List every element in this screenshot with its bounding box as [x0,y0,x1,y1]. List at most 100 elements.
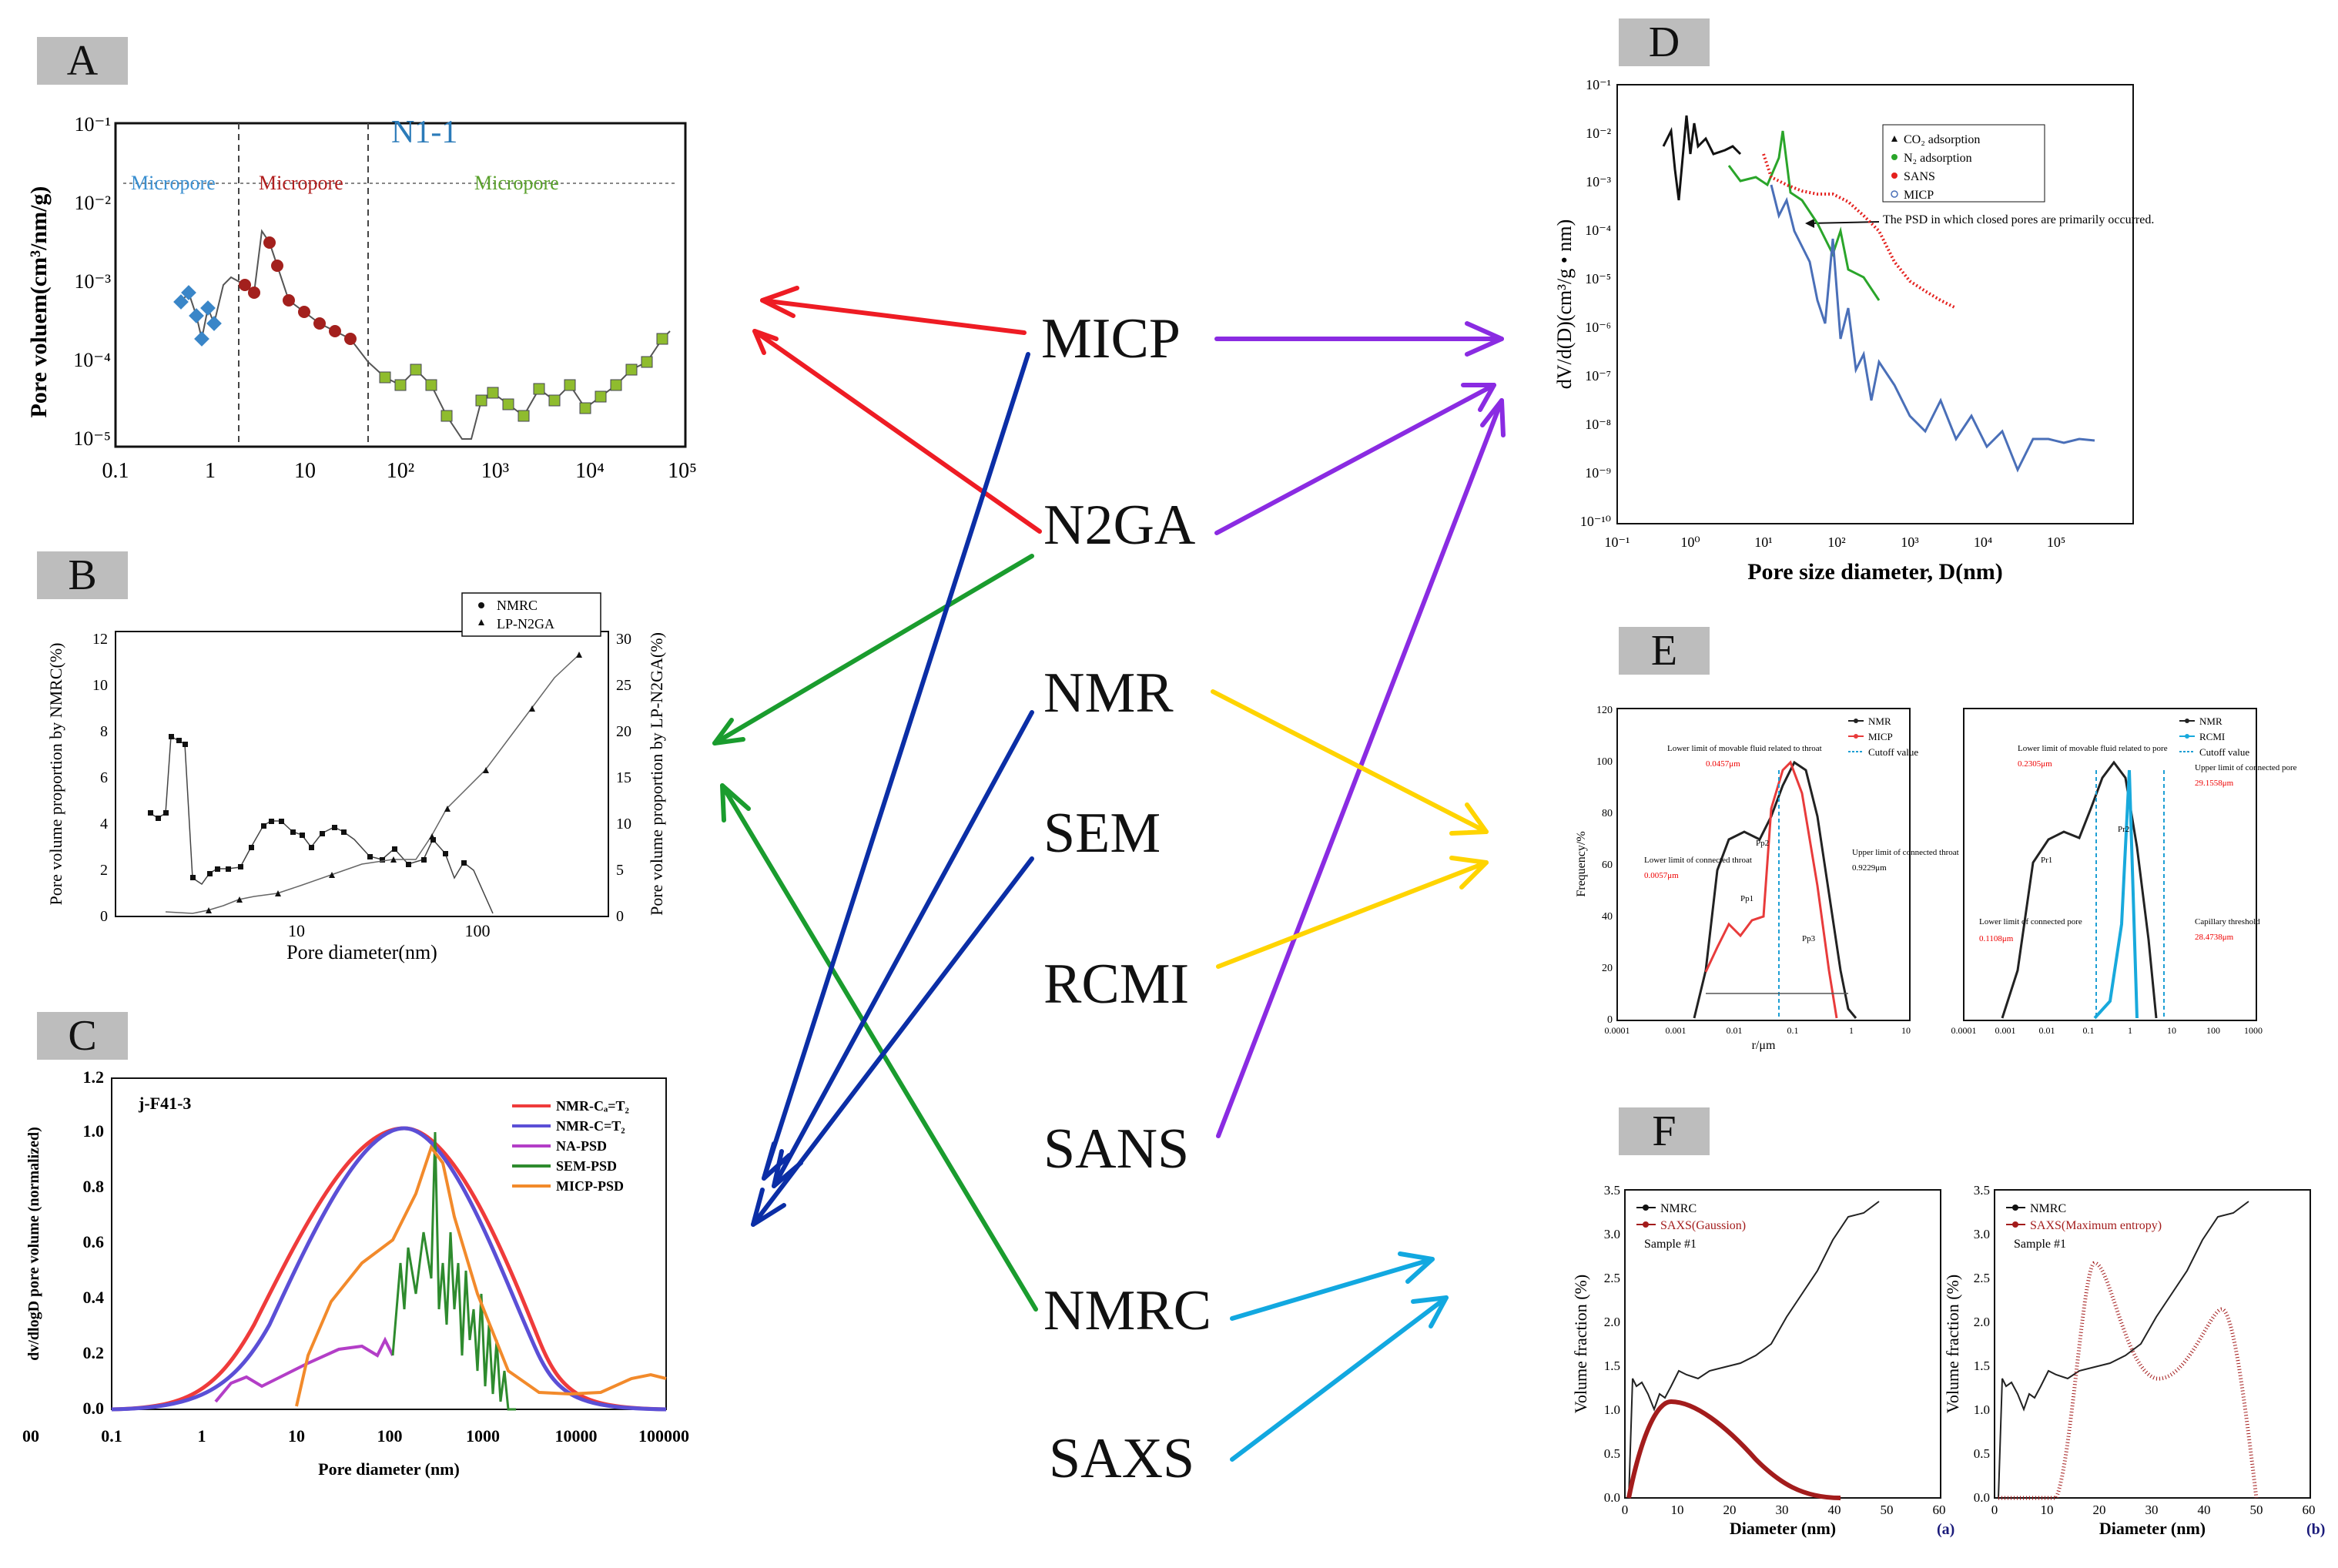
panel-f-right-saxs [1998,1261,2259,1500]
panel-d-n2-curve [1727,130,1881,301]
panel-a-ytick: 10⁻⁴ [73,349,111,371]
panel-e-right-ann-4: Capillary threshold [2195,917,2260,926]
panel-b-ytick-right: 20 [616,723,631,740]
panel-f-left-xtick: 10 [1671,1503,1684,1517]
panel-e-xlabel: r/μm [1752,1039,1776,1052]
panel-c-tag: C [37,1012,128,1060]
panel-f-left-ytick: 1.0 [1604,1402,1620,1417]
panel-f-left-xtick: 40 [1828,1503,1841,1517]
arrow-nmr-to-e [1211,689,1489,836]
panel-e-left-legend-3: Cutoff value [1868,746,1918,758]
panel-d-co2-curve [1662,115,1742,201]
panel-e-ytick: 20 [1602,963,1613,974]
panel-b-ytick-left: 2 [100,862,108,879]
panel-c-xtick: 1 [198,1426,206,1446]
panel-f-left-legend-1: NMRC [1660,1202,1697,1215]
panel-e-left-legend-1: NMR [1868,715,1891,727]
panel-d-xtick: 10² [1827,534,1845,550]
panel-b-ytick-right: 15 [616,769,631,786]
panel-b-ytick-right: 25 [616,677,631,694]
panel-e-xtick: 10 [1901,1025,1911,1036]
panel-a-region-2: Micropore [259,172,343,194]
panel-b-chart: Pore volume proportion by NMRC(%) Pore v… [46,592,666,963]
arrow-sem-to-c [751,856,1034,1227]
panel-a-xtick: 10⁵ [668,459,697,483]
arrow-saxs-to-f [1230,1295,1449,1462]
panel-b-xtick: 10 [288,921,305,940]
panel-e-left-region-1: Pp1 [1740,894,1754,903]
panel-e-left-legend-2: MICP [1868,731,1893,742]
panel-c-ytick: 0.2 [83,1343,105,1362]
panel-e-left-region-2: Pp2 [1756,839,1769,848]
panel-e-right-xtick: 10 [2167,1025,2176,1036]
panel-e-left-micp [1704,760,1838,1019]
panel-e-right-xtick: 100 [2206,1025,2220,1036]
panel-f-right-ytick: 3.5 [1974,1183,1990,1198]
panel-f-left-ytick: 1.5 [1604,1359,1620,1373]
panel-a-sample: N1-1 [391,115,457,150]
panel-b-nmrc-markers [148,734,467,880]
panel-f-tag: F [1619,1107,1710,1155]
panel-e-xtick: 0.001 [1666,1025,1687,1036]
panel-c-ytick: 0.4 [83,1288,105,1307]
connection-arrows [712,286,1506,1462]
arrow-n2ga-to-d [1214,383,1496,535]
panel-d-legend [1882,124,2045,203]
panel-f-left-xtick: 20 [1723,1503,1737,1517]
method-n2ga: N2GA [1043,494,1196,557]
panel-e-right-legend-3: Cutoff value [2199,746,2249,758]
panel-c-ytick: 0.6 [83,1232,105,1251]
panel-b-ytick-right: 5 [616,862,624,879]
panel-e-right-legend-2: RCMI [2199,731,2225,742]
panel-a-xtick: 10² [387,459,414,483]
panel-f-left-legend-2: SAXS(Gaussion) [1660,1219,1746,1232]
panel-c-nmr-c-curve [111,1126,667,1412]
panel-e-xtick: 0.0001 [1605,1025,1630,1036]
panel-f-right-xtick: 50 [2250,1503,2263,1517]
panel-d-legend-2: N₂ adsorption [1904,152,1972,165]
panel-f-right-xtick: 20 [2093,1503,2106,1517]
panel-a-ylabel: Pore voluem(cm³/nm/g) [26,186,52,418]
panel-c-legend-1: NMR-Cₐ=T₂ [556,1098,629,1114]
panel-d-ytick: 10⁻⁵ [1585,271,1611,286]
panel-c-ytick: 1.2 [83,1067,105,1087]
panel-f-right-xtick: 60 [2303,1503,2316,1517]
panel-d-ytick: 10⁻² [1586,126,1611,141]
panel-f-right-xtick: 40 [2198,1503,2211,1517]
panel-e-left-ann-3: Upper limit of connected throat [1852,848,1959,857]
panel-e-right-legend-1: NMR [2199,715,2222,727]
panel-c-sem-curve [391,1131,516,1411]
panel-a-xtick: 10⁴ [575,459,605,483]
panel-d-ytick: 10⁻³ [1586,174,1612,189]
panel-f-right-xtick: 30 [2145,1503,2159,1517]
panel-f-left-ytick: 0.5 [1604,1446,1620,1461]
panel-e-right-ann-3-val: 29.1558μm [2195,779,2234,788]
panel-d-xlabel: Pore size diameter, D(nm) [1747,559,2003,585]
panel-a-chart: Pore voluem(cm³/nm/g) N1-1 Micropore Mic… [26,113,697,483]
panel-d-xtick: 10⁻¹ [1605,534,1630,550]
panel-f-left-ytick: 2.5 [1604,1271,1620,1285]
panel-e-right-ann-4-val: 28.4738μm [2195,933,2234,942]
arrow-rcmi-to-e [1216,856,1489,969]
panel-a-ytick: 10⁻⁵ [73,427,111,450]
panel-d-frame [1616,84,2134,524]
panel-c-micp-curve [295,1144,667,1407]
panel-f-right-ytick: 3.0 [1974,1227,1990,1241]
panel-d-micp-curve [1770,184,2095,473]
panel-a-frame [114,122,687,448]
panel-e-right-region-1: Pr1 [2041,856,2052,865]
arrow-nmrc-to-b [720,783,1038,1312]
panel-f-left-ytick: 3.5 [1604,1183,1620,1198]
panel-d-ylabel: dV/d(D)(cm³/g • nm) [1553,219,1576,390]
panel-a-region-3: Micropore [474,172,559,194]
method-sans: SANS [1043,1117,1190,1181]
panel-e-xtick: 1 [1849,1025,1854,1036]
panel-c-xtick: 1000 [466,1426,500,1446]
panel-f-left-xtick: 0 [1622,1503,1629,1517]
panel-e-ytick: 100 [1596,756,1613,768]
panel-d-chart: dV/d(D)(cm³/g • nm) Pore size diameter, … [1553,77,2154,585]
panel-e-left-ann-1: Lower limit of connected throat [1644,856,1752,865]
panel-f-right-legend-2: SAXS(Maximum entropy) [2030,1219,2162,1232]
panel-e-right-region-2: Pr2 [2118,825,2129,834]
panel-d-xtick: 10³ [1901,534,1919,550]
